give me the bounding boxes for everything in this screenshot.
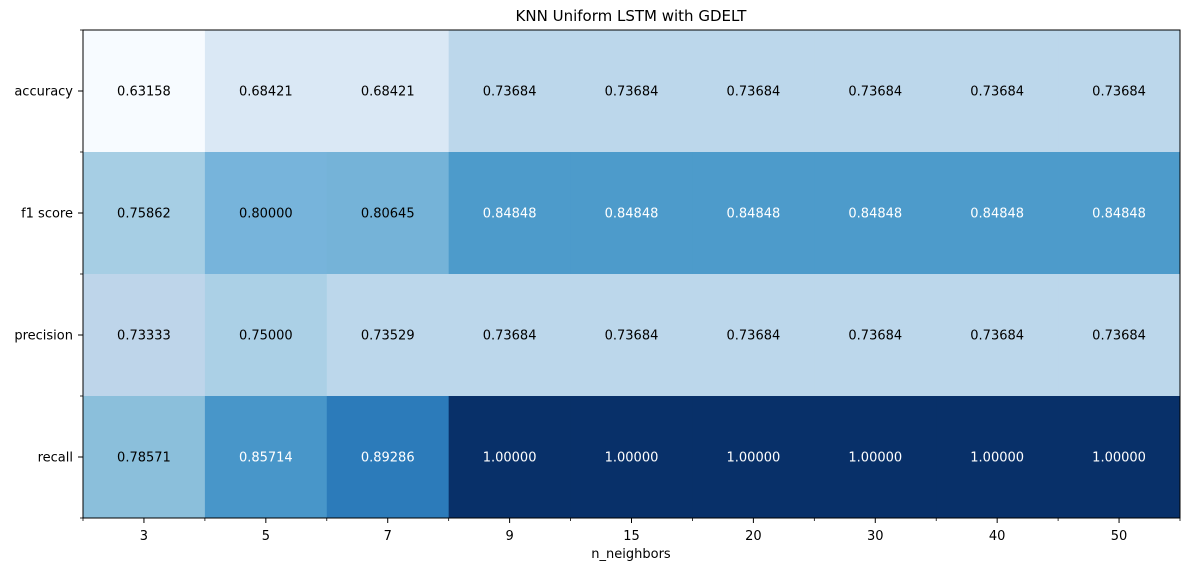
chart-title: KNN Uniform LSTM with GDELT — [516, 7, 748, 25]
heatmap-cell — [692, 30, 815, 153]
heatmap-cell — [814, 152, 937, 275]
cell-value-label: 0.73684 — [1092, 85, 1146, 100]
x-tick-label: 15 — [623, 529, 640, 544]
heatmap-cell — [326, 30, 450, 153]
y-tick-label: recall — [38, 451, 73, 466]
x-tick-label: 7 — [384, 529, 392, 544]
cell-value-label: 0.73529 — [361, 329, 415, 344]
heatmap-cell — [204, 396, 328, 519]
heatmap-cell — [448, 274, 572, 397]
x-axis-label: n_neighbors — [591, 547, 671, 562]
cell-value-label: 0.73684 — [605, 329, 659, 344]
cell-value-label: 0.73684 — [727, 85, 781, 100]
y-tick-label: precision — [14, 329, 73, 344]
heatmap-cell — [326, 274, 450, 397]
cell-value-label: 0.75862 — [117, 207, 171, 222]
x-tick-label: 40 — [989, 529, 1006, 544]
heatmap-cell — [692, 274, 815, 397]
heatmap-cell — [814, 396, 937, 519]
cell-value-label: 0.73684 — [970, 85, 1024, 100]
heatmap-cell — [936, 152, 1059, 275]
cell-value-label: 0.73684 — [483, 85, 537, 100]
cell-value-label: 0.84848 — [727, 207, 781, 222]
cell-value-label: 0.68421 — [361, 85, 415, 100]
heatmap-cell — [570, 152, 693, 275]
value-labels-layer: 0.63158 0.68421 0.68421 0.73684 0.73684 0.736… — [117, 85, 1146, 466]
cell-value-label: 0.84848 — [483, 207, 537, 222]
cell-value-label: 0.73684 — [970, 329, 1024, 344]
cell-value-label: 0.73333 — [117, 329, 171, 344]
cell-value-label: 1.00000 — [727, 451, 781, 466]
cell-value-label: 0.85714 — [239, 451, 293, 466]
cell-value-label: 0.84848 — [605, 207, 659, 222]
cell-value-label: 0.80645 — [361, 207, 415, 222]
cell-value-label: 1.00000 — [848, 451, 902, 466]
cell-value-label: 1.00000 — [1092, 451, 1146, 466]
cell-value-label: 0.63158 — [117, 85, 171, 100]
heatmap-cell — [1058, 396, 1181, 519]
y-tick-label: f1 score — [21, 207, 73, 222]
heatmap-cell — [448, 396, 572, 519]
cell-value-label: 0.73684 — [727, 329, 781, 344]
heatmap-cell — [570, 396, 693, 519]
heatmap-cell — [326, 396, 450, 519]
heatmap-cell — [1058, 274, 1181, 397]
heatmap-cell — [814, 30, 937, 153]
y-tick-label: accuracy — [14, 85, 73, 100]
heatmap-cell — [204, 30, 328, 153]
cell-value-label: 0.84848 — [848, 207, 902, 222]
cell-value-label: 0.84848 — [1092, 207, 1146, 222]
heatmap-cell — [83, 274, 206, 397]
cell-value-label: 0.89286 — [361, 451, 415, 466]
cell-value-label: 0.84848 — [970, 207, 1024, 222]
axes-layer: 3 5 7 9 15 20 30 40 50 accuracy f1 score precision r… — [14, 29, 1181, 544]
cell-value-label: 0.75000 — [239, 329, 293, 344]
cell-value-label: 1.00000 — [970, 451, 1024, 466]
heatmap-cell — [814, 274, 937, 397]
heatmap-cell — [204, 274, 328, 397]
x-tick-label: 30 — [867, 529, 884, 544]
heatmap-cell — [570, 274, 693, 397]
heatmap-cell — [83, 30, 206, 153]
x-tick-label: 20 — [745, 529, 762, 544]
heatmap-cell — [448, 152, 572, 275]
heatmap-cell — [326, 152, 450, 275]
heatmap-cell — [570, 30, 693, 153]
heatmap-cell — [1058, 152, 1181, 275]
cell-value-label: 0.73684 — [1092, 329, 1146, 344]
heatmap-cell — [936, 396, 1059, 519]
cell-value-label: 1.00000 — [483, 451, 537, 466]
cell-value-label: 1.00000 — [605, 451, 659, 466]
cell-value-label: 0.68421 — [239, 85, 293, 100]
heatmap-cell — [204, 152, 328, 275]
cells-layer — [83, 30, 1181, 519]
x-tick-label: 9 — [505, 529, 513, 544]
heatmap-cell — [936, 30, 1059, 153]
cell-value-label: 0.73684 — [848, 329, 902, 344]
heatmap-cell — [1058, 30, 1181, 153]
heatmap-cell — [692, 396, 815, 519]
cell-value-label: 0.78571 — [117, 451, 171, 466]
heatmap-cell — [936, 274, 1059, 397]
heatmap-cell — [83, 396, 206, 519]
x-tick-label: 3 — [140, 529, 148, 544]
cell-value-label: 0.73684 — [848, 85, 902, 100]
cell-value-label: 0.80000 — [239, 207, 293, 222]
cell-value-label: 0.73684 — [605, 85, 659, 100]
heatmap-cell — [448, 30, 572, 153]
heatmap-cell — [692, 152, 815, 275]
heatmap-cell — [83, 152, 206, 275]
x-tick-label: 5 — [262, 529, 270, 544]
cell-value-label: 0.73684 — [483, 329, 537, 344]
x-tick-label: 50 — [1111, 529, 1128, 544]
